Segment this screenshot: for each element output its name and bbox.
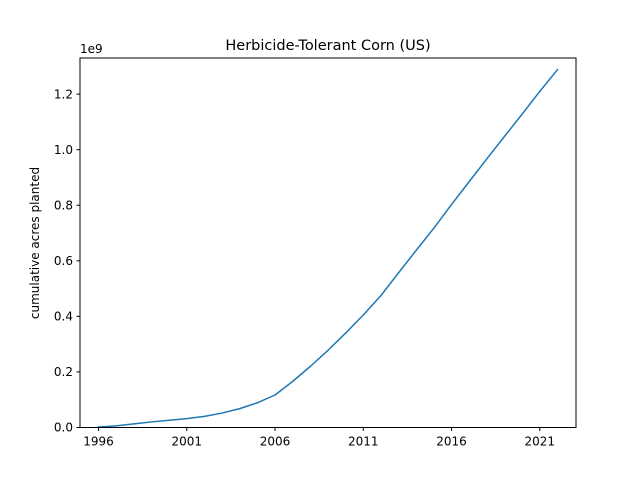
- y-tick-label: 0.4: [54, 310, 73, 324]
- chart-title: Herbicide-Tolerant Corn (US): [225, 38, 430, 54]
- x-tick-label: 2016: [436, 435, 467, 449]
- data-point: [416, 250, 418, 252]
- y-tick-label: 1.2: [54, 87, 73, 101]
- data-point: [468, 181, 470, 183]
- data-point: [133, 423, 135, 425]
- data-point: [186, 418, 188, 420]
- y-tick-label: 1.0: [54, 143, 73, 157]
- plot-frame: [79, 57, 577, 428]
- data-point: [239, 408, 241, 410]
- y-offset-label: 1e9: [80, 42, 103, 56]
- x-tick-label: 2006: [260, 435, 291, 449]
- x-tick-label: 2011: [348, 435, 379, 449]
- data-point: [451, 204, 453, 206]
- x-tick-label: 2021: [525, 435, 556, 449]
- data-point: [433, 227, 435, 229]
- data-point: [539, 91, 541, 93]
- data-point: [204, 416, 206, 418]
- data-point: [221, 412, 223, 414]
- y-axis-label: cumulative acres planted: [28, 167, 42, 319]
- data-point: [257, 402, 259, 404]
- data-point: [115, 425, 117, 427]
- series-line: [97, 68, 559, 428]
- data-point: [292, 381, 294, 383]
- data-point: [398, 272, 400, 274]
- y-tick-label: 0.2: [54, 365, 73, 379]
- x-tick-label: 2001: [172, 435, 203, 449]
- data-point: [380, 295, 382, 297]
- data-point: [274, 394, 276, 396]
- x-ticks: 1996 2001 2006 2011 2016 2021: [83, 427, 556, 449]
- data-point: [521, 113, 523, 115]
- data-point: [504, 136, 506, 138]
- data-point: [327, 350, 329, 352]
- data-point: [345, 332, 347, 334]
- data-point: [168, 420, 170, 422]
- y-ticks: 0.0 0.2 0.4 0.6 0.8 1.0 1.2: [54, 87, 80, 435]
- data-point: [363, 314, 365, 316]
- data-point: [486, 158, 488, 160]
- y-tick-label: 0.6: [54, 254, 73, 268]
- x-tick-label: 1996: [83, 435, 114, 449]
- y-tick-label: 0.8: [54, 198, 73, 212]
- data-point: [557, 69, 559, 71]
- data-point: [151, 421, 153, 423]
- series-layer: [97, 68, 559, 428]
- data-point: [310, 366, 312, 368]
- y-tick-label: 0.0: [54, 421, 73, 435]
